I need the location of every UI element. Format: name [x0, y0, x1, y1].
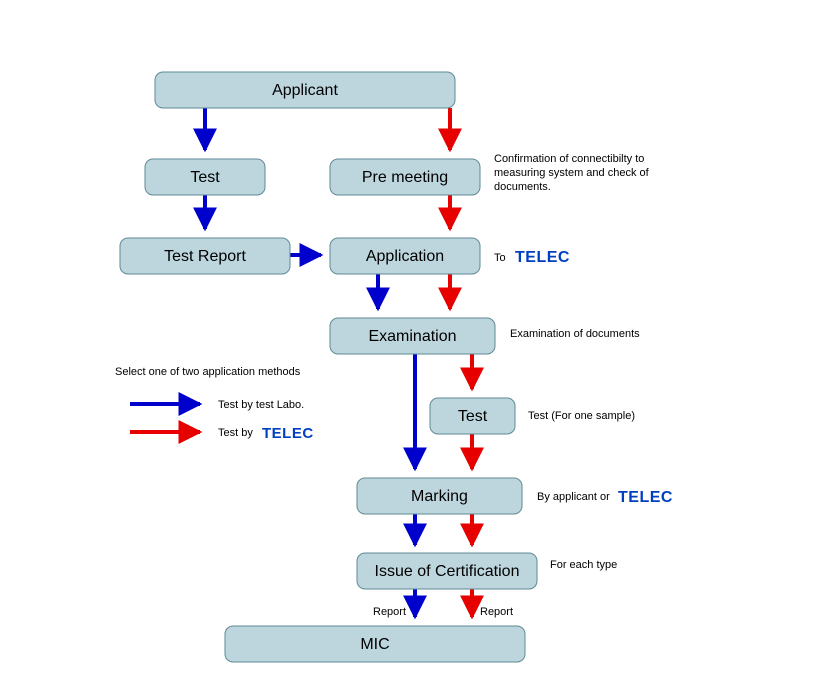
examination-note: Examination of documents	[510, 328, 640, 340]
node-premeeting: Pre meeting	[330, 159, 480, 195]
node-label-examination: Examination	[368, 328, 456, 345]
report-left-label: Report	[373, 606, 406, 618]
legend-item1: Test by test Labo.	[218, 399, 304, 411]
node-label-application: Application	[366, 248, 444, 265]
annotations: Confirmation of connectibilty to measuri…	[373, 153, 673, 618]
node-label-applicant: Applicant	[272, 82, 338, 99]
test2-note: Test (For one sample)	[528, 410, 635, 422]
telec-logo-legend: TELEC	[262, 425, 314, 442]
node-issue: Issue of Certification	[357, 553, 537, 589]
node-applicant: Applicant	[155, 72, 455, 108]
legend-title: Select one of two application methods	[115, 366, 301, 378]
premeeting-note-l1: Confirmation of connectibilty to	[494, 153, 644, 165]
premeeting-note-l3: documents.	[494, 181, 551, 193]
issue-note: For each type	[550, 559, 617, 571]
legend-item2-prefix: Test by	[218, 427, 253, 439]
node-label-test2: Test	[458, 408, 488, 425]
node-label-issue: Issue of Certification	[375, 563, 520, 580]
node-label-testreport: Test Report	[164, 248, 246, 265]
node-marking: Marking	[357, 478, 522, 514]
node-label-premeeting: Pre meeting	[362, 169, 448, 186]
node-examination: Examination	[330, 318, 495, 354]
node-label-marking: Marking	[411, 488, 468, 505]
marking-note: By applicant or	[537, 491, 610, 503]
telec-logo-application: TELEC	[515, 249, 570, 266]
node-application: Application	[330, 238, 480, 274]
premeeting-note-l2: measuring system and check of	[494, 167, 650, 179]
node-mic: MIC	[225, 626, 525, 662]
node-test1: Test	[145, 159, 265, 195]
telec-logo-marking: TELEC	[618, 489, 673, 506]
report-right-label: Report	[480, 606, 513, 618]
application-to: To	[494, 252, 506, 264]
node-test2: Test	[430, 398, 515, 434]
node-label-mic: MIC	[360, 636, 389, 653]
node-testreport: Test Report	[120, 238, 290, 274]
legend: Select one of two application methods Te…	[115, 366, 314, 442]
node-label-test1: Test	[190, 169, 220, 186]
